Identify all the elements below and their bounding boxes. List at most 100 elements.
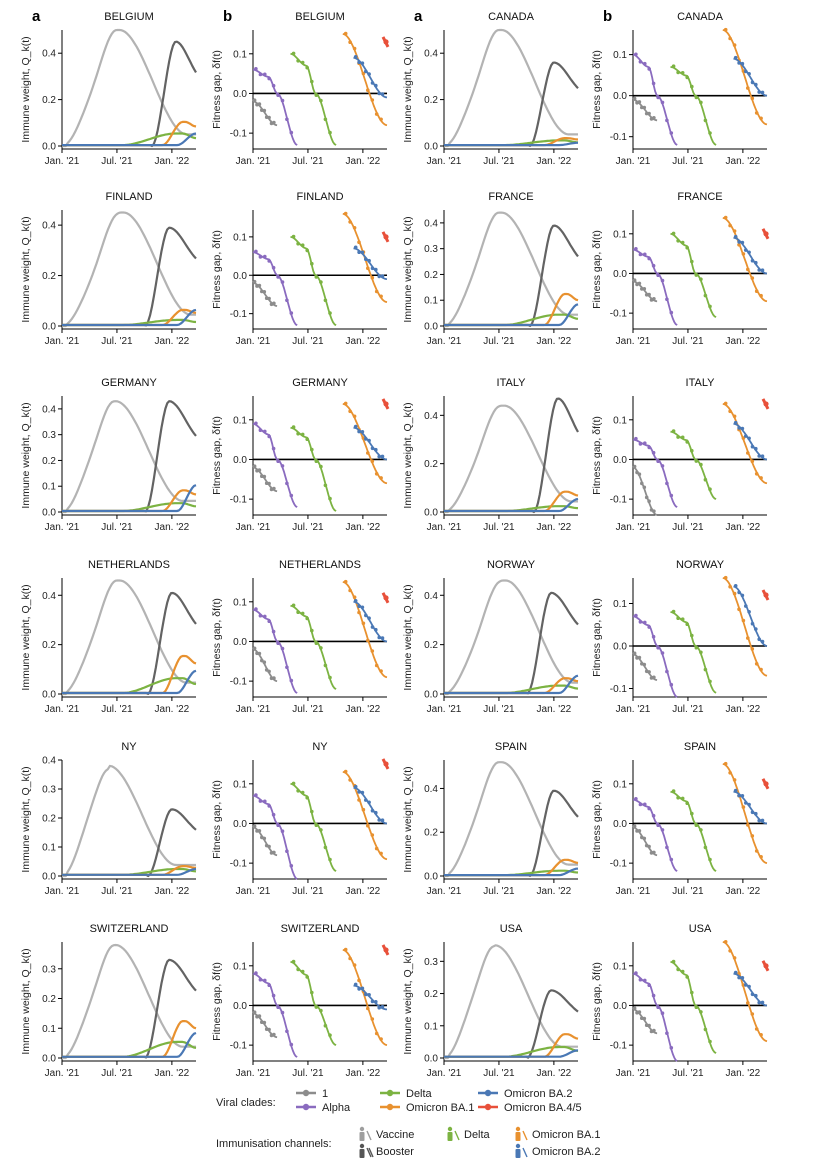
series-point-omicron-ba-1 [379,294,383,299]
x-tick-label: Jul. '21 [672,704,704,715]
series-point-alpha [267,259,272,263]
series-point-omicron-ba-1 [754,472,759,476]
series-point-1 [267,1027,271,1032]
series-point-omicron-ba-1 [723,940,728,944]
channel-label: Omicron BA.2 [532,1146,600,1158]
y-tick-label: 0.1 [233,779,247,790]
series-point-alpha [656,95,660,100]
series-point-omicron-ba-2 [760,454,765,459]
series-point-alpha [276,823,280,827]
y-tick-label: 0.0 [424,1054,438,1065]
panel-title: NY [312,741,328,753]
series-point-omicron-ba-2 [760,1000,765,1005]
series-point-delta [699,650,703,655]
series-point-delta [685,622,689,626]
series-point-alpha [665,481,669,486]
series-point-alpha [280,98,285,103]
y-tick-label: 0.1 [613,229,627,240]
series-point-omicron-ba-1 [746,451,750,455]
series-point-omicron-ba-1 [746,86,750,90]
y-tick-label: -0.1 [230,859,248,870]
series-point-alpha [634,247,638,251]
series-point-omicron-ba-1 [746,1001,750,1005]
delta-infection-icon [447,1126,460,1141]
series-point-delta [690,633,694,638]
x-tick-label: Jan. '21 [616,336,651,347]
series-point-1 [652,850,656,855]
y-axis-label: Fitness gap, δf(t) [591,780,603,859]
person-body [359,1132,365,1141]
series-point-alpha [254,249,258,254]
x-tick-label: Jan. '22 [726,704,761,715]
channel-item-delta: Delta [447,1126,491,1141]
y-tick-label: -0.1 [610,684,628,695]
series-point-delta [694,459,699,463]
legend-label: Delta [406,1088,433,1100]
x-tick-label: Jan. '22 [346,522,381,533]
series-point-delta [671,64,676,68]
series-point-alpha [669,131,674,135]
y-axis-label: Fitness gap, δf(t) [591,230,603,309]
series-point-omicron-ba-2 [750,444,755,449]
panel-title: GERMANY [101,377,157,389]
series-point-alpha [285,1029,289,1034]
series-point-omicron-ba-2 [757,454,761,458]
series-line-vaccine [444,579,578,696]
x-tick-label: Jan. '22 [346,704,381,715]
series-point-alpha [643,802,647,807]
series-point-omicron-ba-1 [361,807,366,812]
series-point-omicron-ba-2 [737,61,741,65]
series-point-alpha [665,118,669,123]
legend-item-delta: Delta [380,1088,433,1100]
series-point-omicron-ba-1 [732,956,737,960]
series-point-delta [300,969,305,974]
series-point-omicron-ba-1 [352,595,357,599]
series-point-omicron-ba-2 [747,610,751,614]
series-point-omicron-ba-2 [760,818,765,823]
x-tick-label: Jul. '21 [672,522,704,533]
series-point-omicron-ba-4-5 [383,947,389,953]
series-point-alpha [638,252,643,257]
y-tick-label: 0.2 [42,456,56,467]
series-point-omicron-ba-1 [379,117,383,122]
series-point-1 [632,278,637,283]
panel-title: USA [500,923,523,935]
series-line-omicron-ba-1 [722,763,768,864]
panel-title: NETHERLANDS [88,559,170,571]
series-point-alpha [254,607,258,611]
series-point-omicron-ba-2 [754,260,758,265]
y-tick-label: 0.2 [42,640,56,651]
series-point-omicron-ba-2 [374,810,378,815]
y-axis-label: Immune weight, Q_k(t) [402,402,414,508]
x-tick-label: Jul. '21 [672,886,704,897]
series-point-omicron-ba-1 [352,963,357,967]
series-point-1 [262,660,267,664]
y-tick-label: -0.1 [610,132,628,143]
series-point-alpha [285,665,289,670]
finland-fitness-gap-chart: FINLAND -0.1 0.0 0.1 Jan. '21 Jul. '21 Jan. '2… [211,191,390,347]
series-point-delta [323,117,328,122]
series-point-delta [676,435,680,439]
y-tick-label: 0.4 [424,411,438,422]
series-point-delta [314,93,319,97]
x-tick-label: Jul. '21 [101,156,133,167]
series-point-delta [699,277,703,282]
series-point-omicron-ba-1 [750,834,755,838]
series-point-alpha [647,806,651,811]
series-point-1 [252,98,257,102]
series-point-alpha [280,464,285,468]
x-tick-label: Jul. '21 [672,336,704,347]
series-point-alpha [634,797,638,801]
series-point-omicron-ba-2 [747,72,751,76]
panel-title: NETHERLANDS [279,559,361,571]
series-point-omicron-ba-1 [723,215,728,220]
series-point-delta [300,790,305,795]
series-line-delta [444,313,579,327]
y-axis-label: Fitness gap, δf(t) [591,598,603,677]
series-point-omicron-ba-2 [374,267,378,272]
series-point-omicron-ba-2 [747,984,751,989]
series-point-1 [637,472,642,477]
x-tick-label: Jan. '22 [726,156,761,167]
series-point-omicron-ba-1 [737,607,741,612]
series-point-omicron-ba-1 [366,88,370,92]
